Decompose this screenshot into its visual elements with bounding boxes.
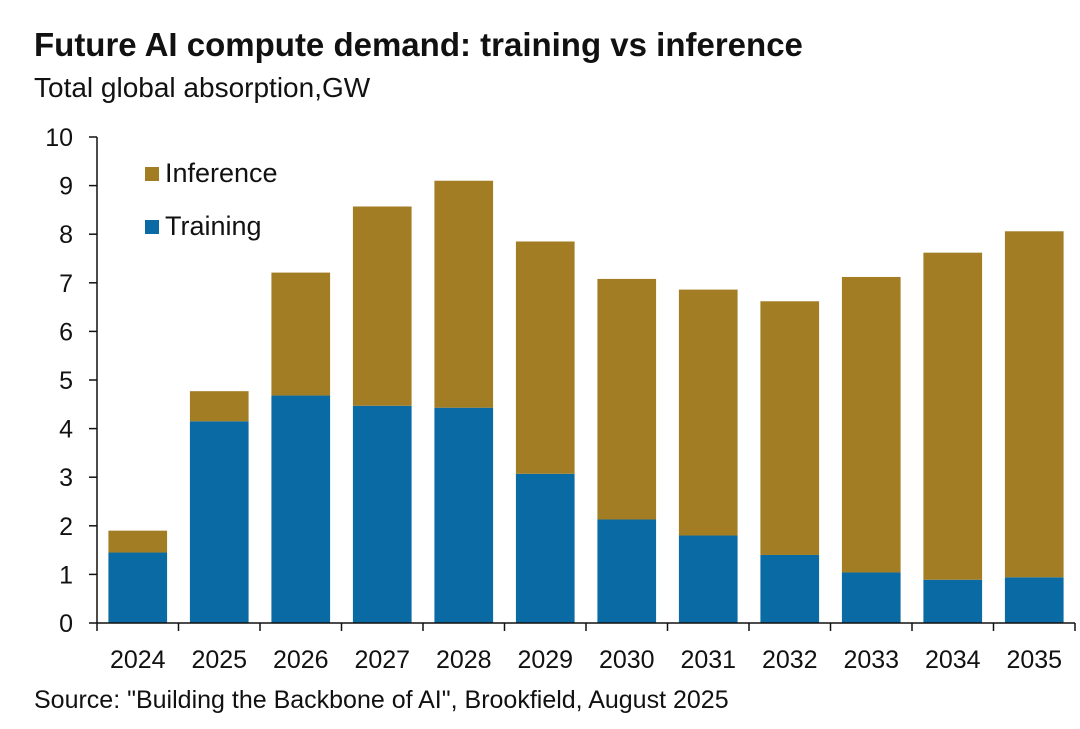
bar-inference-2024 (108, 530, 168, 553)
x-tick-label: 2027 (354, 646, 410, 674)
bar-inference-2027 (352, 206, 412, 406)
x-tick-label: 2031 (680, 646, 736, 674)
legend-swatch-training (145, 220, 159, 234)
bar-training-2029 (515, 473, 575, 623)
bar-training-2025 (189, 421, 249, 623)
bar-inference-2025 (189, 391, 249, 422)
y-tick-label: 5 (59, 367, 73, 395)
bar-inference-2035 (1004, 231, 1064, 578)
bar-training-2034 (923, 579, 983, 623)
x-tick-label: 2025 (191, 646, 247, 674)
x-tick-label: 2028 (436, 646, 492, 674)
y-tick-label: 3 (59, 464, 73, 492)
bar-training-2033 (841, 572, 901, 623)
y-tick-label: 0 (59, 610, 73, 638)
legend-label-inference: Inference (165, 158, 278, 188)
bar-inference-2033 (841, 276, 901, 573)
legend-label-training: Training (165, 211, 262, 241)
y-tick-label: 1 (59, 561, 73, 589)
x-tick-label: 2034 (925, 646, 981, 674)
y-tick-label: 10 (45, 124, 73, 152)
y-tick-label: 6 (59, 318, 73, 346)
y-tick-label: 8 (59, 221, 73, 249)
bar-training-2035 (1004, 577, 1064, 623)
tick-labels-group: 2024 2025 2026 2027 2028 2029 2030 2031 2032 2033… (45, 124, 1062, 674)
bar-inference-2029 (515, 241, 575, 474)
bar-inference-2031 (678, 289, 738, 536)
bar-training-2032 (760, 554, 820, 623)
bar-training-2031 (678, 535, 738, 623)
bar-training-2028 (434, 407, 494, 623)
bars-group (108, 180, 1064, 623)
x-tick-label: 2029 (517, 646, 573, 674)
y-tick-label: 7 (59, 270, 73, 298)
bar-inference-2030 (597, 278, 657, 520)
x-tick-label: 2032 (762, 646, 818, 674)
source-note: Source: "Building the Backbone of AI", B… (34, 686, 729, 714)
bar-training-2024 (108, 552, 168, 623)
y-tick-label: 2 (59, 513, 73, 541)
x-tick-label: 2030 (599, 646, 655, 674)
chart-subtitle: Total global absorption,GW (34, 72, 371, 103)
x-tick-label: 2026 (273, 646, 329, 674)
chart-title: Future AI compute demand: training vs in… (34, 26, 803, 63)
bar-inference-2028 (434, 180, 494, 408)
bar-training-2027 (352, 405, 412, 623)
bar-training-2030 (597, 519, 657, 623)
x-tick-label: 2024 (110, 646, 166, 674)
y-tick-label: 9 (59, 173, 73, 201)
x-tick-label: 2033 (843, 646, 899, 674)
bar-inference-2034 (923, 252, 983, 580)
x-tick-label: 2035 (1006, 646, 1062, 674)
legend-swatch-inference (145, 167, 159, 181)
bar-training-2026 (271, 395, 331, 623)
bar-inference-2032 (760, 301, 820, 555)
axes-group (89, 136, 1076, 631)
bar-inference-2026 (271, 272, 331, 396)
y-tick-label: 4 (59, 416, 73, 444)
legend: Inference Training (145, 158, 278, 241)
